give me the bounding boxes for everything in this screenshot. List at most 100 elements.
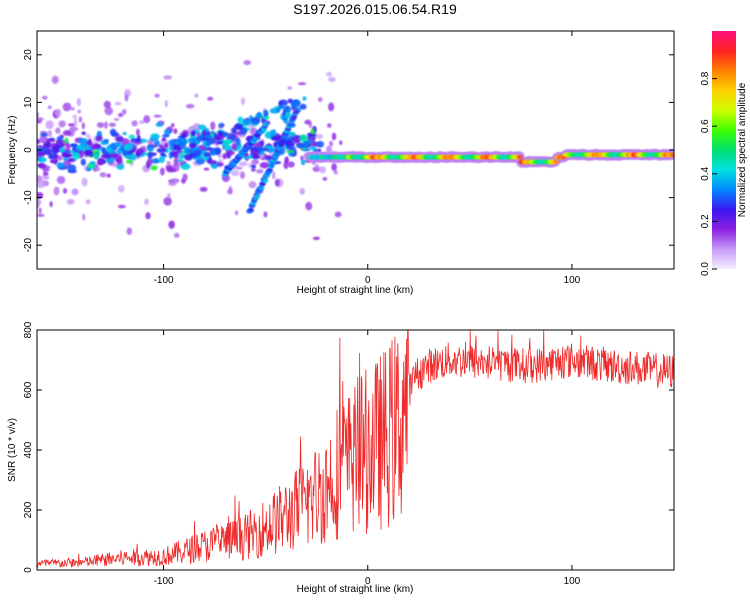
speckle-mark (117, 185, 125, 193)
streak-mark (278, 104, 285, 110)
speckle-mark (299, 187, 306, 195)
cloud-mark (80, 158, 86, 166)
streak-mark (256, 111, 262, 119)
cloud-mark (46, 138, 51, 146)
speckle-mark (56, 175, 66, 184)
speckle-mark (331, 132, 337, 141)
spectrogram-x-tick-label: 100 (564, 275, 581, 286)
speckle-mark (170, 178, 180, 184)
streak-mark (290, 101, 300, 108)
diagonal-feature-2-mark (258, 186, 265, 191)
cloud-mark (316, 140, 325, 148)
cloud-mark (84, 150, 94, 155)
speckle-mark (228, 185, 233, 195)
speckle-mark (144, 198, 149, 206)
cloud-mark (231, 142, 238, 151)
speckle-mark (329, 140, 334, 147)
streak-mark (230, 134, 236, 140)
speckle-mark (234, 210, 239, 216)
speckle-mark (312, 236, 320, 241)
speckle-mark (48, 130, 52, 138)
cloud-mark (48, 152, 54, 160)
speckle-mark (106, 173, 111, 178)
speckle-mark (249, 127, 257, 136)
cloud-mark (211, 148, 216, 156)
speckle-mark (66, 198, 75, 205)
speckle-mark (78, 116, 83, 123)
cloud-mark (235, 137, 241, 146)
cloud-mark (180, 163, 191, 170)
speckle-mark (138, 120, 145, 124)
cloud-mark (94, 143, 101, 149)
speckle-mark (143, 115, 151, 124)
snr-y-tick-label: 400 (23, 441, 34, 458)
cloud-mark (150, 158, 161, 164)
speckle-mark (99, 172, 107, 178)
cloud-mark (101, 153, 111, 159)
snr-y-tick-label: 600 (23, 381, 34, 398)
cloud-mark (215, 141, 224, 145)
speckle-mark (331, 163, 337, 172)
cloud-mark (123, 143, 133, 152)
cloud-mark (150, 165, 158, 171)
colorbar-tick-label: 0.2 (700, 214, 711, 228)
cloud-mark (81, 131, 86, 136)
cloud-mark (163, 128, 171, 136)
streak-mark (262, 115, 270, 120)
speckle-mark (287, 86, 292, 90)
cloud-mark (158, 155, 165, 164)
snr-y-tick-label: 200 (23, 501, 34, 518)
speckle-mark (185, 103, 195, 109)
snr-panel: -100 0 100 0 200 400 600 800 Height of straight… (7, 321, 675, 595)
cloud-mark (116, 163, 125, 170)
cloud-mark (37, 144, 43, 149)
speckle-mark (194, 93, 199, 98)
speckle-mark (71, 188, 79, 196)
streak-mark (178, 137, 188, 145)
diagonal-feature-2-mark (254, 193, 261, 199)
carrier-line-mark (670, 152, 674, 157)
speckle-mark (37, 117, 44, 121)
cloud-mark (135, 152, 141, 157)
cloud-mark (116, 147, 122, 155)
speckle-mark (96, 167, 101, 172)
cloud-mark (293, 135, 301, 144)
cloud-mark (156, 147, 167, 153)
streak-mark (233, 124, 244, 130)
speckle-mark (287, 161, 295, 168)
cloud-mark (95, 135, 103, 142)
cloud-mark (289, 131, 296, 138)
streak-mark (279, 99, 288, 106)
cloud-mark (37, 162, 44, 168)
streak-mark (184, 148, 195, 154)
cloud-mark (101, 147, 106, 154)
speckle-mark (210, 121, 216, 131)
speckle-mark (164, 99, 169, 108)
speckle-mark (82, 213, 86, 221)
snr-y-tick-label: 0 (23, 567, 34, 573)
cloud-mark (56, 162, 65, 169)
spectrogram-y-tick-label: 0 (23, 147, 34, 153)
cloud-mark (58, 146, 65, 153)
snr-series-line (37, 330, 674, 569)
cloud-mark (154, 140, 160, 147)
cloud-mark (136, 134, 141, 143)
speckle-mark (85, 134, 91, 138)
cloud-mark (252, 142, 262, 148)
speckle-mark (135, 128, 140, 136)
colorbar-tick-label: 0.0 (700, 262, 711, 276)
speckle-mark (334, 211, 342, 218)
speckle-mark (240, 97, 245, 106)
speckle-mark (173, 128, 178, 134)
streak-mark (190, 130, 196, 137)
cloud-mark (67, 150, 76, 154)
speckle-mark (325, 145, 332, 153)
diagonal-feature-1-mark (262, 122, 269, 127)
colorbar-tick-label: 0.4 (700, 166, 711, 180)
cloud-mark (222, 153, 227, 160)
streak-mark (174, 139, 180, 146)
spectrogram-x-axis-label: Height of straight line (km) (297, 285, 414, 296)
speckle-mark (251, 159, 260, 165)
